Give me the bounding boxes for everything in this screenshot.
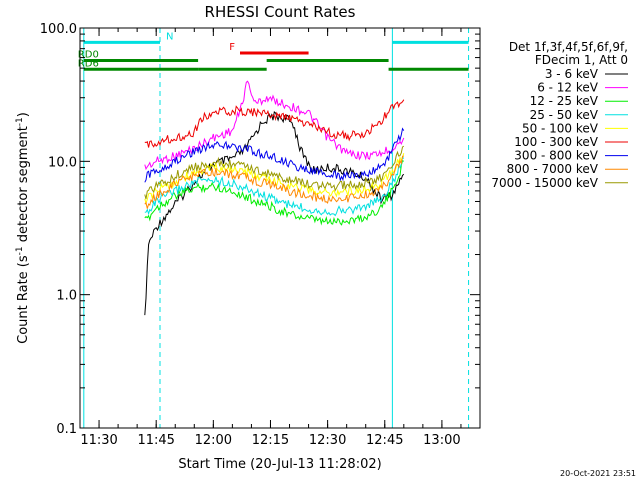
y-tick-label: 0.1 [56, 422, 77, 437]
legend-header-line-1: Det 1f,3f,4f,5f,6f,9f, [509, 40, 628, 54]
series-line [144, 127, 405, 183]
legend-entry-label: 3 - 6 keV [545, 67, 599, 81]
x-tick-label: 12:15 [252, 433, 289, 448]
series-line [144, 156, 405, 217]
vertical-markers [83, 28, 470, 428]
x-tick-label: 11:45 [137, 433, 174, 448]
x-tick-label: 12:00 [195, 433, 232, 448]
series-line [144, 155, 405, 209]
flag-bar-label: RD6 [78, 58, 99, 69]
legend: Det 1f,3f,4f,5f,6f,9f, FDecim 1, Att 0 3… [491, 40, 628, 190]
legend-entry-label: 50 - 100 keV [522, 121, 599, 135]
x-tick-label: 12:30 [309, 433, 346, 448]
y-axis: 0.1 1.0 10.0 100.0 [40, 22, 480, 437]
legend-entry-label: 300 - 800 keV [514, 149, 598, 163]
series-lines [144, 80, 405, 316]
chart-title: RHESSI Count Rates [205, 3, 356, 21]
series-line [144, 110, 405, 316]
x-tick-label: 12:45 [366, 433, 403, 448]
legend-entry-label: 12 - 25 keV [530, 94, 599, 108]
series-line [144, 159, 405, 226]
series-line [144, 99, 405, 148]
x-tick-label: 13:00 [423, 433, 460, 448]
x-axis-label: Start Time (20-Jul-13 11:28:02) [178, 457, 381, 472]
series-line [144, 145, 405, 200]
flag-bar-label: N [166, 31, 173, 42]
flag-bar-label: F [229, 42, 235, 53]
y-tick-label: 1.0 [56, 289, 77, 304]
legend-entry-label: 25 - 50 keV [530, 108, 599, 122]
x-axis: 11:30 11:45 12:00 12:15 12:30 12:45 13:00 [79, 28, 481, 448]
flag-bar-label: RD0 [78, 50, 99, 61]
legend-entry-label: 100 - 300 keV [514, 135, 598, 149]
plot-frame [79, 27, 481, 429]
y-tick-label: 10.0 [48, 155, 77, 170]
legend-entry-label: 7000 - 15000 keV [491, 176, 598, 190]
y-tick-label: 100.0 [40, 22, 77, 37]
x-tick-label: 11:30 [80, 433, 117, 448]
legend-header-line-2: FDecim 1, Att 0 [535, 53, 628, 67]
render-timestamp: 20-Oct-2021 23:51 [560, 469, 636, 478]
legend-entry-label: 800 - 7000 keV [507, 162, 599, 176]
legend-entry-label: 6 - 12 keV [537, 81, 599, 95]
y-axis-label: Count Rate (s-1 detector segment-1) [15, 112, 31, 344]
